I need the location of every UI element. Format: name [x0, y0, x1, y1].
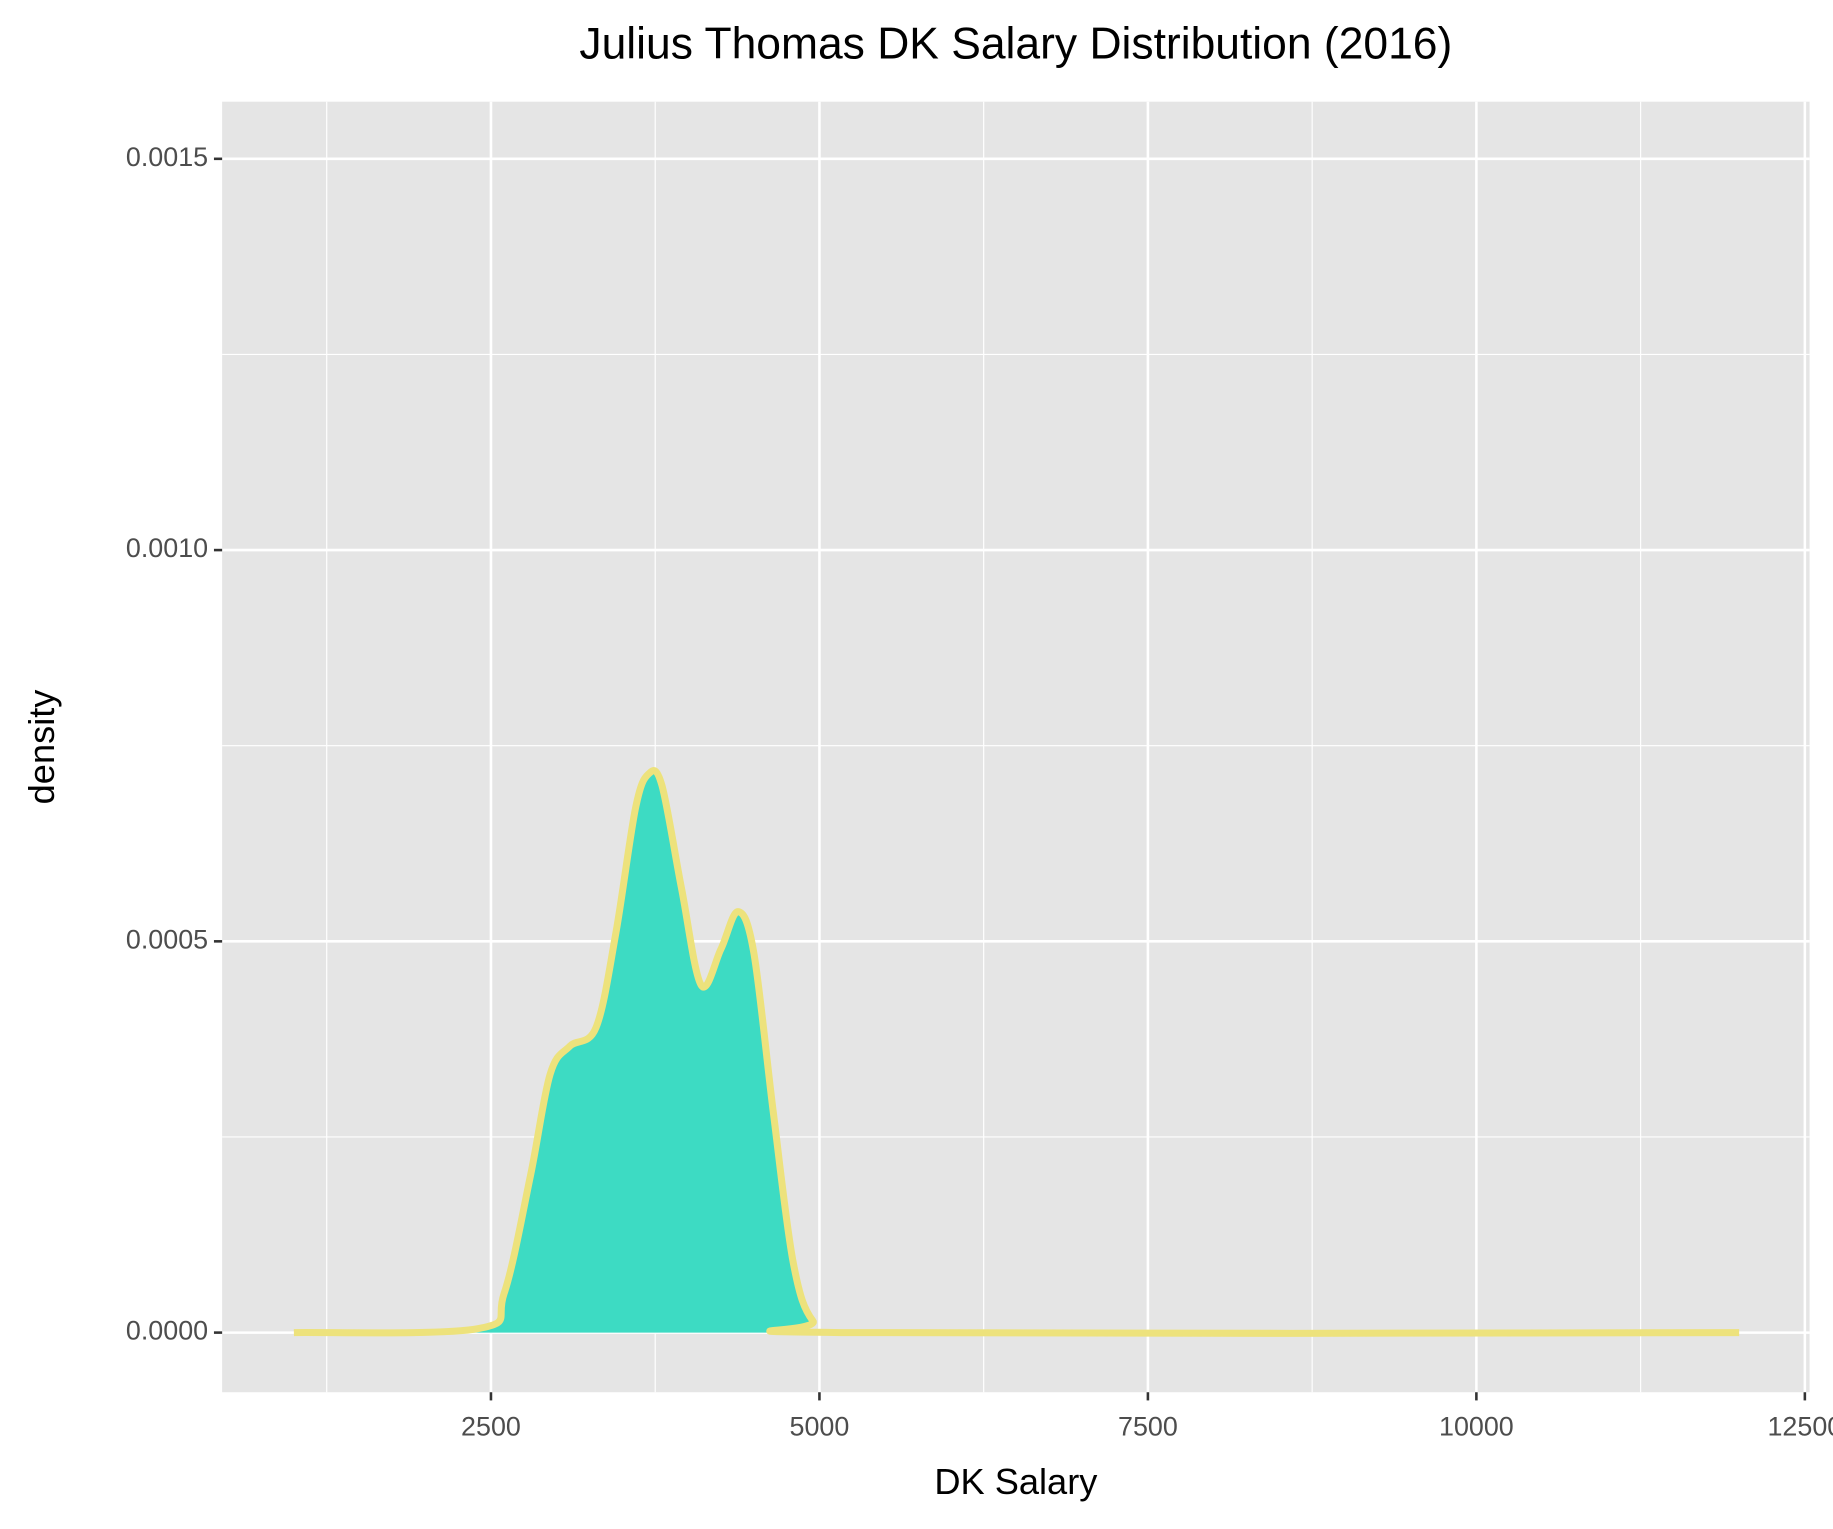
y-tick-label: 0.0000: [126, 1316, 208, 1346]
x-tick-label: 10000: [1439, 1412, 1514, 1442]
chart-title: Julius Thomas DK Salary Distribution (20…: [579, 19, 1452, 68]
x-tick-label: 7500: [1118, 1412, 1178, 1442]
plot-panel: [222, 101, 1810, 1393]
x-tick-label: 12500: [1767, 1412, 1833, 1442]
y-tick-label: 0.0010: [126, 533, 208, 563]
x-axis-label: DK Salary: [934, 1461, 1098, 1502]
x-tick-label: 2500: [461, 1412, 521, 1442]
density-area: [293, 770, 1740, 1334]
y-axis-label: density: [21, 689, 62, 805]
x-tick-label: 5000: [790, 1412, 850, 1442]
y-tick-label: 0.0005: [126, 924, 208, 954]
density-line: [293, 767, 1740, 1337]
y-tick-label: 0.0015: [126, 142, 208, 172]
